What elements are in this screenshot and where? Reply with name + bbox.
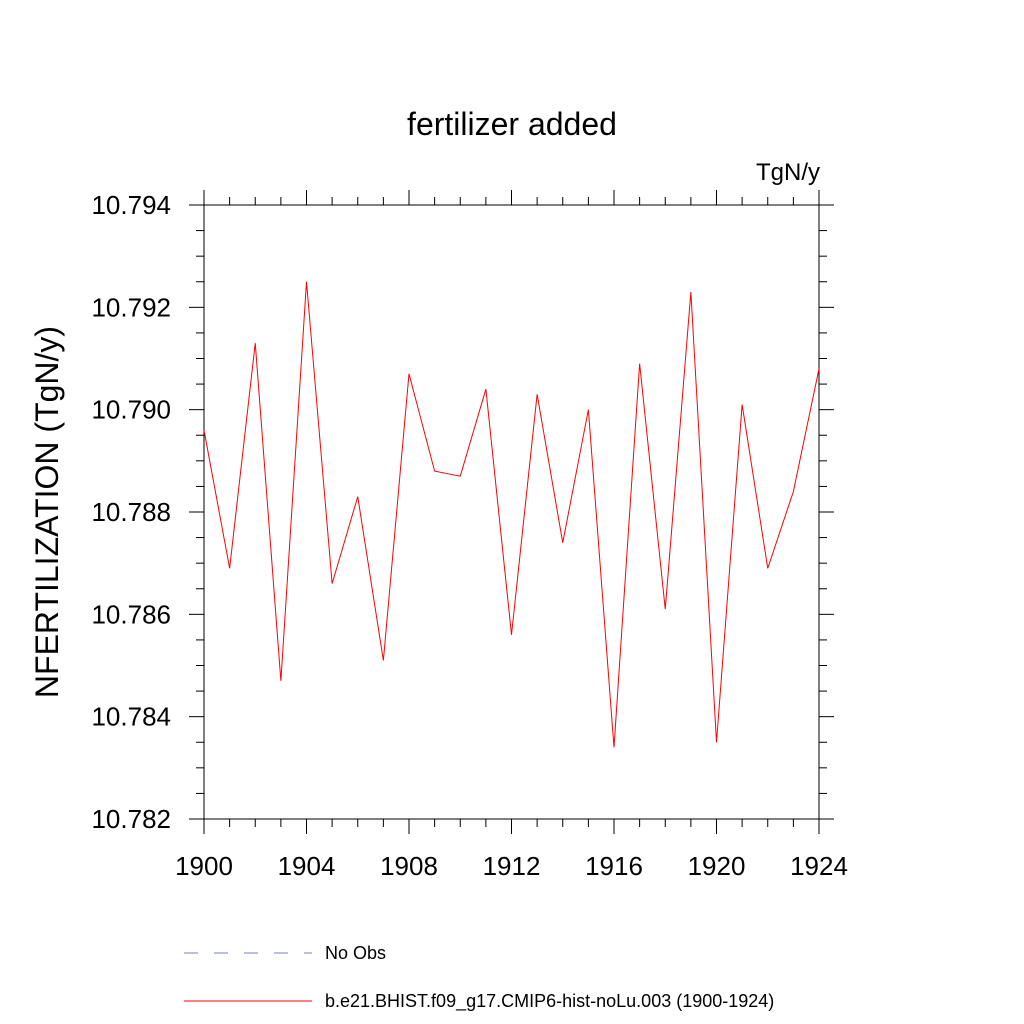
series-line bbox=[203, 281, 820, 748]
series-group bbox=[203, 281, 820, 748]
y-tick-label: 10.794 bbox=[91, 190, 171, 220]
y-tick-label: 10.786 bbox=[91, 599, 171, 629]
plot-frame bbox=[203, 204, 820, 820]
x-tick-label: 1924 bbox=[790, 851, 848, 881]
y-tick-label: 10.788 bbox=[91, 497, 171, 527]
x-tick-label: 1912 bbox=[483, 851, 541, 881]
x-tick-labels: 1900 1904 1908 1912 1916 1920 1924 bbox=[175, 851, 848, 881]
chart-title: fertilizer added bbox=[407, 106, 617, 142]
y-tick-labels: 10.782 10.784 10.786 10.788 10.790 10.792 10.7… bbox=[91, 190, 171, 834]
y-tick-label: 10.782 bbox=[91, 804, 171, 834]
legend-label-model: b.e21.BHIST.f09_g17.CMIP6-hist-noLu.003 … bbox=[325, 991, 774, 1012]
x-tick-label: 1920 bbox=[688, 851, 746, 881]
x-tick-label: 1904 bbox=[278, 851, 336, 881]
units-label: TgN/y bbox=[756, 159, 820, 186]
legend: No Obs b.e21.BHIST.f09_g17.CMIP6-hist-no… bbox=[184, 943, 774, 1012]
y-axis-label: NFERTILIZATION (TgN/y) bbox=[29, 326, 65, 698]
y-tick-label: 10.784 bbox=[91, 702, 171, 732]
legend-label-no-obs: No Obs bbox=[325, 943, 386, 963]
y-tick-label: 10.790 bbox=[91, 395, 171, 425]
x-tick-label: 1916 bbox=[585, 851, 643, 881]
x-tick-label: 1900 bbox=[175, 851, 233, 881]
axis-ticks bbox=[189, 190, 834, 834]
x-tick-label: 1908 bbox=[380, 851, 438, 881]
y-tick-label: 10.792 bbox=[91, 292, 171, 322]
